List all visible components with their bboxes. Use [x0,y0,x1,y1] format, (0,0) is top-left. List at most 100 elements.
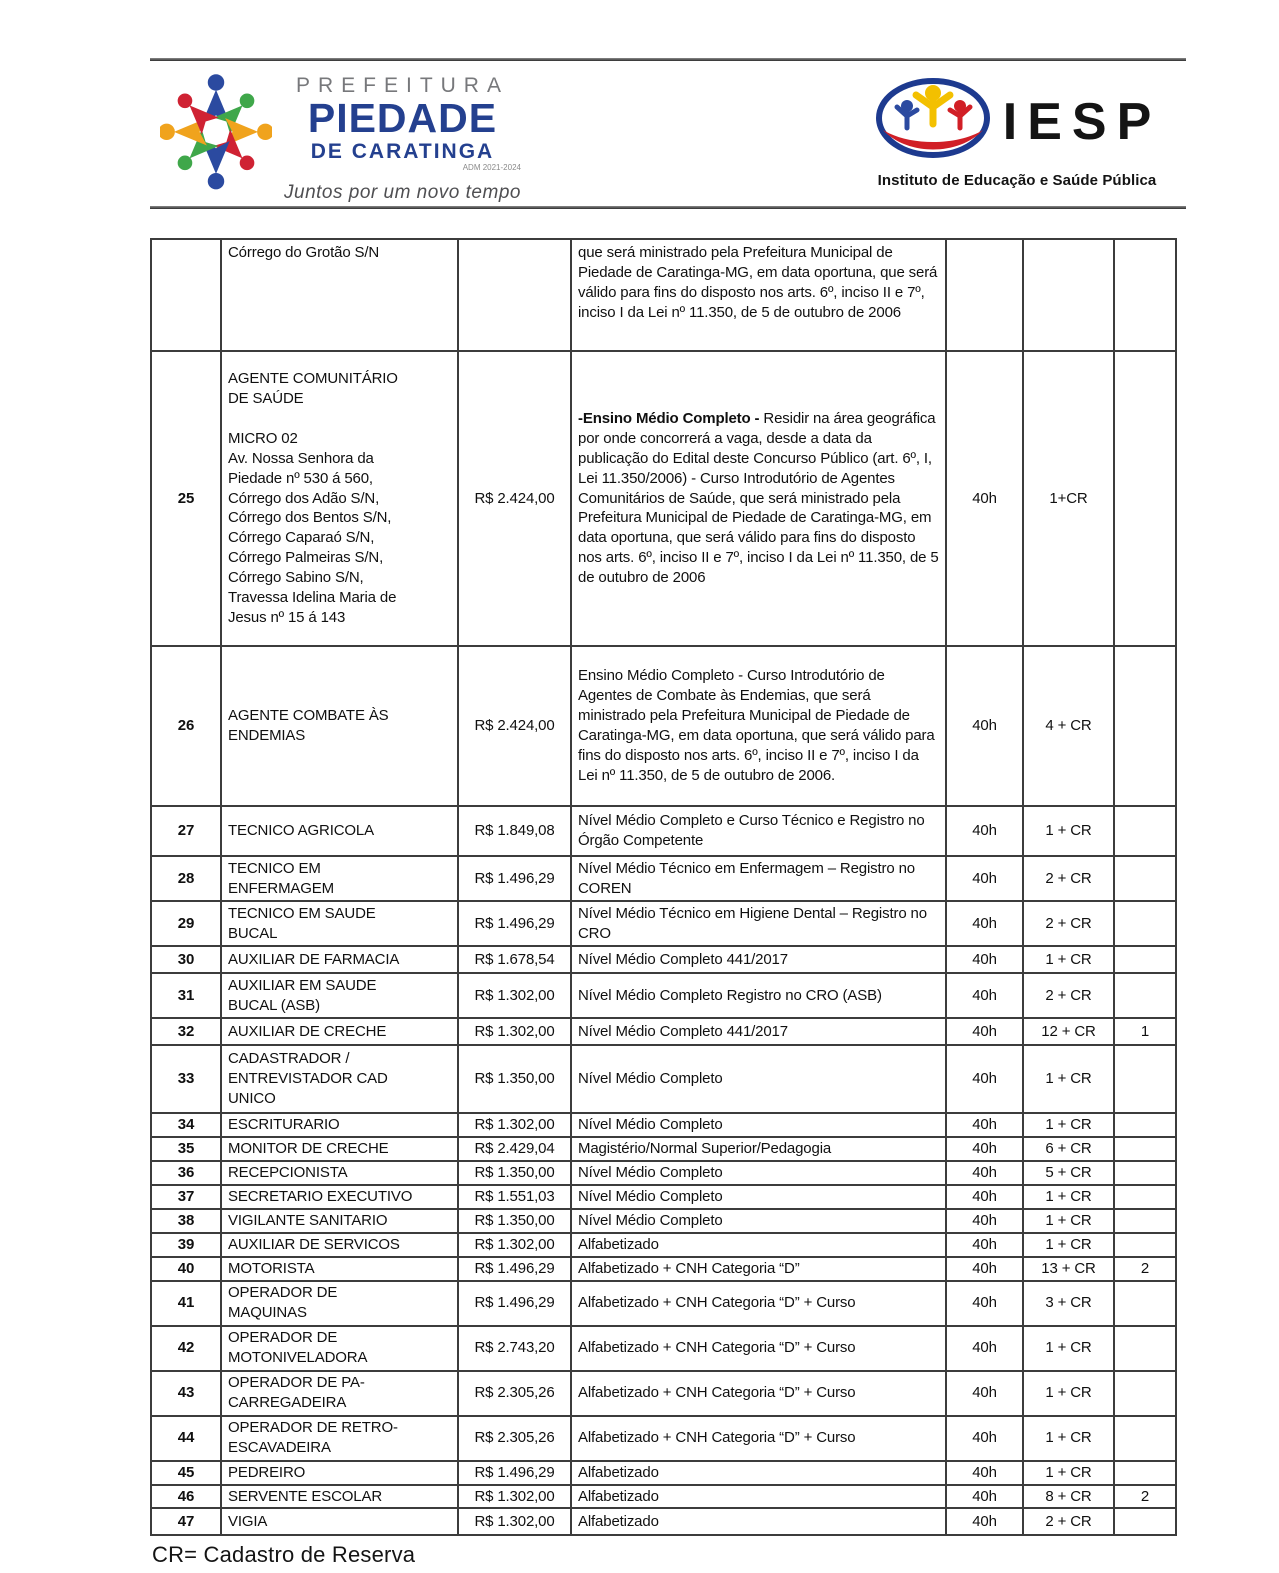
cell-requirements: Nível Médio Completo Registro no CRO (AS… [570,972,947,1019]
cell-workload: 40h [945,972,1024,1019]
cell-position-number [150,238,222,352]
cell-requirements: Alfabetizado + CNH Categoria “D” + Curso [570,1324,947,1372]
iesp-subtitle: Instituto de Educação e Saúde Pública [877,172,1157,189]
cell-position-title: TECNICO EM ENFERMAGEM [220,855,459,902]
requirements-text: Nível Médio Completo 441/2017 [578,1022,788,1040]
requirements-bold-text: -Ensino Médio Completo - [578,409,764,427]
cell-position-title: OPERADOR DE MAQUINAS [220,1279,459,1327]
cell-reserved-vacancies [1113,1135,1177,1162]
cell-position-title: OPERADOR DE RETRO- ESCAVADEIRA [220,1414,459,1462]
cell-position-number: 33 [150,1044,222,1114]
cell-reserved-vacancies [1113,238,1177,352]
cell-workload [945,238,1024,352]
requirements-text: Nível Médio Completo [578,1187,723,1205]
cell-position-number: 28 [150,855,222,902]
cell-requirements: Alfabetizado [570,1483,947,1510]
cell-requirements: Nível Médio Completo [570,1207,947,1234]
cell-workload: 40h [945,1483,1024,1510]
city-name-sub: DE CARATINGA [310,139,495,163]
cell-vacancies: 1 + CR [1022,1183,1115,1210]
cell-requirements: Nível Médio Completo 441/2017 [570,1017,947,1046]
cell-vacancies: 2 + CR [1022,972,1115,1019]
cell-reserved-vacancies [1113,1207,1177,1234]
requirements-text: Nível Médio Completo 441/2017 [578,950,788,968]
city-slogan: Juntos por um novo tempo [284,182,521,203]
cell-salary: R$ 1.350,00 [457,1207,572,1234]
cell-position-title: VIGILANTE SANITARIO [220,1207,459,1234]
cell-vacancies: 1 + CR [1022,1231,1115,1258]
cell-workload: 40h [945,1207,1024,1234]
requirements-text: Alfabetizado + CNH Categoria “D” + Curso [578,1294,856,1312]
header-bottom-rule [150,206,1186,209]
table-row: 26 AGENTE COMBATE ÀS ENDEMIAS R$ 2.424,0… [150,645,1177,807]
table-row: 44 OPERADOR DE RETRO- ESCAVADEIRA R$ 2.3… [150,1414,1177,1462]
table-row: Córrego do Grotão S/N que será ministrad… [150,238,1177,352]
cell-reserved-vacancies [1113,1044,1177,1114]
cell-requirements: Nível Médio Completo [570,1159,947,1186]
table-row: 27 TECNICO AGRICOLA R$ 1.849,08 Nível Mé… [150,805,1177,857]
requirements-text: Alfabetizado + CNH Categoria “D” + Curso [578,1429,856,1447]
pinwheel-people-icon [160,74,272,190]
cell-workload: 40h [945,1459,1024,1486]
cell-position-number: 26 [150,645,222,807]
requirements-text: Alfabetizado + CNH Categoria “D” + Curso [578,1384,856,1402]
table-row: 47 VIGIA R$ 1.302,00 Alfabetizado 40h 2 … [150,1507,1177,1537]
cell-salary: R$ 1.302,00 [457,1483,572,1510]
cell-salary: R$ 1.496,29 [457,855,572,902]
header-top-rule [150,58,1186,61]
cell-position-number: 38 [150,1207,222,1234]
cell-position-number: 47 [150,1507,222,1537]
table-row: 29 TECNICO EM SAUDE BUCAL R$ 1.496,29 Ní… [150,900,1177,947]
cell-vacancies: 8 + CR [1022,1483,1115,1510]
requirements-text: Nível Médio Técnico em Higiene Dental – … [578,904,927,942]
cell-salary: R$ 1.302,00 [457,1507,572,1537]
table-row: 33 CADASTRADOR / ENTREVISTADOR CAD UNICO… [150,1044,1177,1114]
cell-reserved-vacancies [1113,1459,1177,1486]
requirements-text: Magistério/Normal Superior/Pedagogia [578,1139,832,1157]
cell-position-title: AUXILIAR DE SERVICOS [220,1231,459,1258]
cell-position-number: 43 [150,1369,222,1417]
cell-position-title: AUXILIAR EM SAUDE BUCAL (ASB) [220,972,459,1019]
cell-position-title: SERVENTE ESCOLAR [220,1483,459,1510]
table-row: 34 ESCRITURARIO R$ 1.302,00 Nível Médio … [150,1112,1177,1138]
cell-workload: 40h [945,1279,1024,1327]
cell-salary: R$ 1.302,00 [457,1231,572,1258]
cell-position-title: AUXILIAR DE FARMACIA [220,945,459,974]
cell-workload: 40h [945,1159,1024,1186]
table-row: 37 SECRETARIO EXECUTIVO R$ 1.551,03 Níve… [150,1183,1177,1210]
cell-position-title: AGENTE COMBATE ÀS ENDEMIAS [220,645,459,807]
cell-requirements: -Ensino Médio Completo - Residir na área… [570,350,947,647]
requirements-text: Nível Médio Completo [578,1070,723,1088]
cell-position-title: MOTORISTA [220,1255,459,1282]
cell-salary: R$ 2.429,04 [457,1135,572,1162]
table-row: 45 PEDREIRO R$ 1.496,29 Alfabetizado 40h… [150,1459,1177,1486]
table-row: 42 OPERADOR DE MOTONIVELADORA R$ 2.743,2… [150,1324,1177,1372]
table-row: 43 OPERADOR DE PA- CARREGADEIRA R$ 2.305… [150,1369,1177,1417]
cell-position-number: 36 [150,1159,222,1186]
cell-reserved-vacancies: 1 [1113,1017,1177,1046]
table-row: 31 AUXILIAR EM SAUDE BUCAL (ASB) R$ 1.30… [150,972,1177,1019]
cell-requirements: Alfabetizado [570,1231,947,1258]
cell-position-number: 45 [150,1459,222,1486]
cell-position-title: CADASTRADOR / ENTREVISTADOR CAD UNICO [220,1044,459,1114]
cell-requirements: Alfabetizado + CNH Categoria “D” [570,1255,947,1282]
cell-reserved-vacancies [1113,855,1177,902]
cell-salary: R$ 1.678,54 [457,945,572,974]
cell-salary: R$ 2.424,00 [457,350,572,647]
cell-vacancies: 1 + CR [1022,1459,1115,1486]
cell-vacancies: 5 + CR [1022,1159,1115,1186]
cell-vacancies [1022,238,1115,352]
cell-position-number: 27 [150,805,222,857]
cell-position-number: 39 [150,1231,222,1258]
table-row: 32 AUXILIAR DE CRECHE R$ 1.302,00 Nível … [150,1017,1177,1046]
cell-position-title: TECNICO AGRICOLA [220,805,459,857]
cell-vacancies: 1+CR [1022,350,1115,647]
requirements-text: Ensino Médio Completo - Curso Introdutór… [578,667,935,784]
cell-vacancies: 1 + CR [1022,805,1115,857]
cell-reserved-vacancies [1113,1507,1177,1537]
cell-salary: R$ 1.849,08 [457,805,572,857]
requirements-text: Nível Médio Completo [578,1211,723,1229]
requirements-text: Alfabetizado + CNH Categoria “D” + Curso [578,1339,856,1357]
cell-reserved-vacancies [1113,350,1177,647]
cell-workload: 40h [945,945,1024,974]
